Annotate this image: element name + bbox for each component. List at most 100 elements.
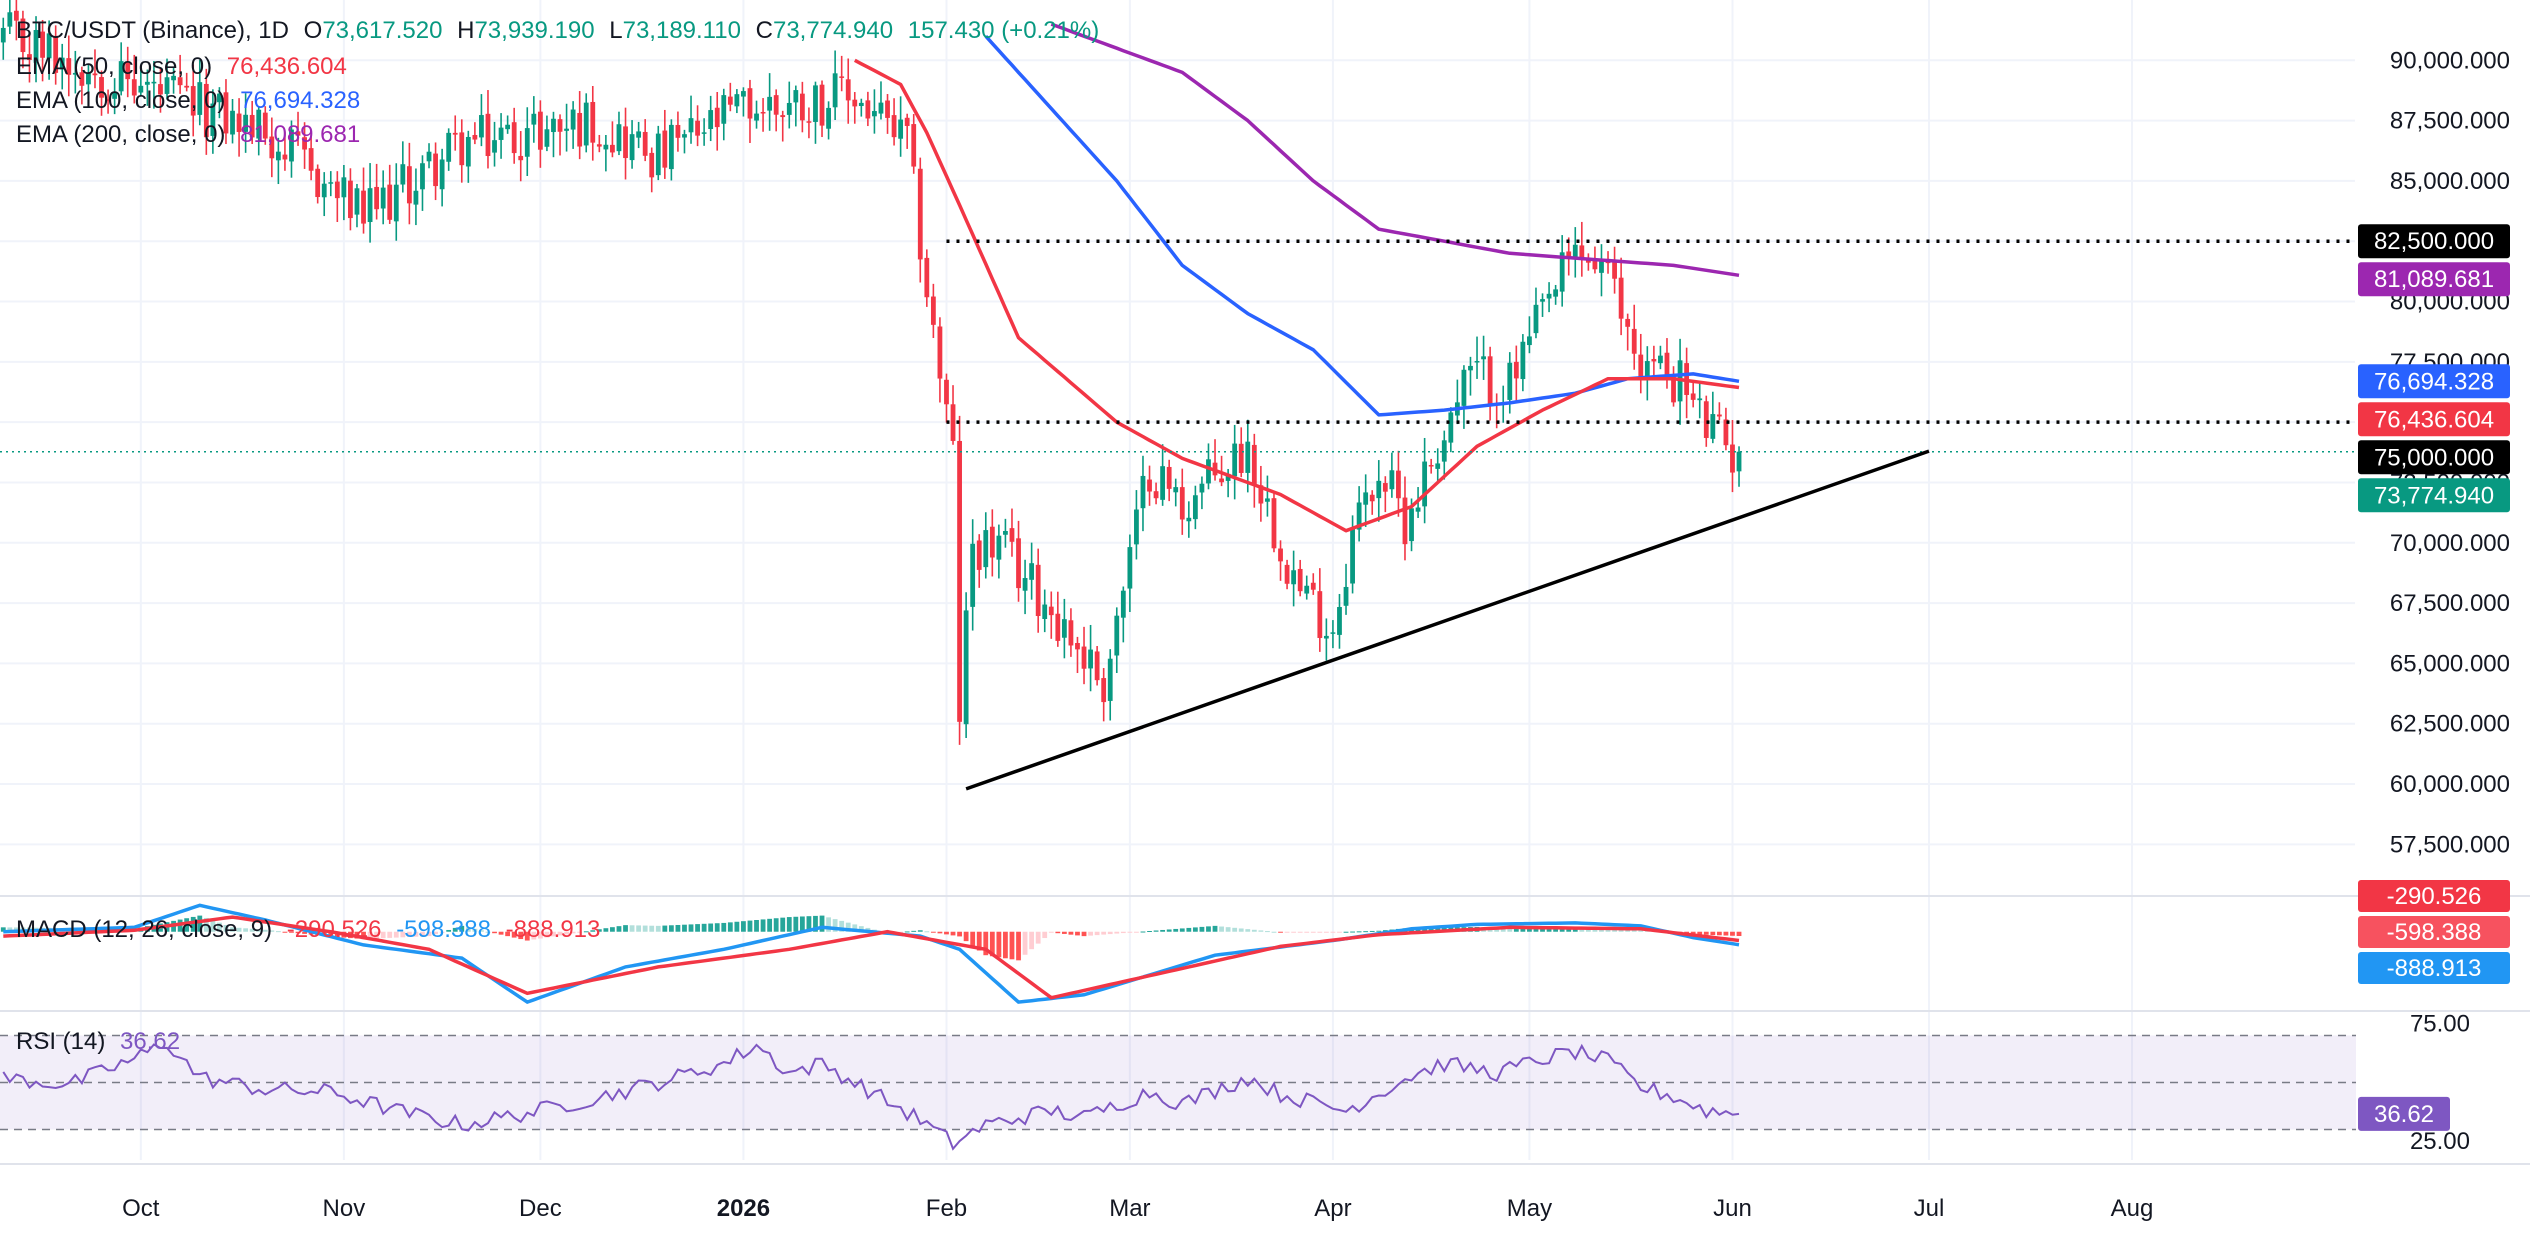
macd-histogram-bar: [944, 931, 949, 935]
macd-histogram-bar: [243, 928, 249, 932]
candle-body: [361, 190, 366, 224]
candle-body: [629, 134, 635, 161]
macd-histogram-bar: [1251, 929, 1257, 932]
candle-body: [420, 163, 425, 190]
macd-histogram-bar: [1206, 926, 1211, 932]
price-badge-label: 75,000.000: [2374, 444, 2494, 471]
candle-body: [1468, 365, 1473, 371]
candle-body: [1271, 498, 1277, 549]
candle-body: [1251, 444, 1257, 486]
candle-body: [1487, 356, 1493, 404]
candle-body: [125, 61, 131, 80]
candle-body: [1409, 508, 1414, 542]
macd-histogram-bar: [7, 927, 13, 932]
candle-body: [1533, 304, 1539, 334]
candle-body: [1134, 509, 1139, 545]
price-badge: [2358, 262, 2510, 297]
candle-body: [92, 73, 98, 76]
candle-body: [688, 118, 694, 133]
macd-histogram-bar: [1284, 931, 1290, 933]
candle-body: [13, 10, 19, 21]
candle-body: [1520, 341, 1526, 380]
candle-body: [1369, 494, 1375, 502]
candle-body: [505, 124, 511, 130]
candle-body: [446, 132, 452, 162]
candle-body: [590, 101, 596, 143]
macd-histogram-bar: [727, 922, 733, 932]
candle-body: [289, 129, 294, 162]
macd-histogram-bar: [479, 930, 484, 932]
time-axis: Oct Nov Dec 2026 Feb Mar Apr May Jun Jul Aug: [122, 1195, 2153, 1222]
candle-body: [210, 103, 216, 136]
candle-body: [1703, 401, 1709, 438]
candle-body: [1736, 451, 1742, 472]
macd-histogram-bar: [1710, 931, 1716, 936]
candle-body: [459, 132, 465, 166]
macd-histogram-bar: [1081, 931, 1087, 937]
candle-body: [1278, 548, 1283, 562]
macd-histogram-bar: [1166, 929, 1172, 932]
candle-body: [1448, 412, 1454, 443]
macd-histogram-bar: [1527, 927, 1532, 932]
rsi-tick-label: 75.00: [2410, 1011, 2470, 1038]
price-badge-label: 73,774.940: [2374, 482, 2494, 509]
candle-body: [1592, 260, 1598, 270]
macd-histogram-bar: [282, 931, 288, 933]
candle-body: [1323, 635, 1329, 639]
macd-histogram-bar: [1533, 927, 1539, 932]
candle-body: [243, 114, 249, 132]
candle-body: [59, 57, 65, 70]
macd-histogram-bar: [839, 920, 845, 932]
macd-histogram-bar: [1088, 931, 1093, 936]
candle-body: [1297, 568, 1303, 592]
ema50-legend: EMA (50, close, 0) 76,436.604: [16, 50, 355, 84]
candle-body: [1658, 355, 1663, 364]
time-tick-label: Jul: [1914, 1195, 1945, 1222]
macd-histogram-bar: [1540, 927, 1545, 932]
candle-body: [1382, 483, 1388, 492]
macd-histogram-bar: [963, 931, 969, 942]
macd-histogram-bar: [223, 924, 229, 932]
macd-histogram-bar: [629, 925, 635, 932]
candle-body: [256, 109, 262, 139]
candle-body: [1631, 328, 1637, 354]
macd-histogram-bar: [799, 916, 805, 932]
macd-histogram-bar: [1114, 931, 1120, 934]
candle-body: [655, 133, 661, 176]
macd-histogram-bar: [950, 931, 956, 936]
candle-body: [819, 84, 825, 126]
macd-histogram-bar: [1337, 931, 1342, 933]
candle-body: [1245, 441, 1251, 473]
candle-body: [754, 113, 759, 121]
macd-histogram-bar: [400, 931, 406, 938]
candle-body: [190, 86, 196, 116]
macd-histogram-bar: [989, 931, 995, 957]
macd-histogram-bar: [858, 926, 864, 932]
candle-body: [904, 117, 910, 126]
candle-body: [1088, 649, 1093, 669]
macd-histogram-bar: [262, 929, 268, 932]
price-badge-label: 76,436.604: [2374, 406, 2494, 433]
candle-body: [826, 107, 831, 129]
candle-body: [380, 187, 386, 209]
candle-body: [662, 130, 668, 168]
symbol-title: BTC/USDT (Binance), 1D: [16, 17, 289, 44]
macd-histogram-bar: [767, 918, 773, 932]
candle-body: [747, 88, 753, 119]
macd-histogram-bar: [1350, 931, 1355, 933]
candle-body: [727, 96, 733, 105]
ohlc-low: L73,189.110: [609, 17, 741, 44]
macd-histogram-bar: [1179, 928, 1185, 932]
candle-body: [348, 180, 353, 219]
ema100-legend: EMA (100, close, 0) 76,694.328: [16, 84, 368, 118]
candle-body: [996, 535, 1002, 560]
candle-body: [1546, 293, 1552, 299]
candle-body: [151, 81, 157, 84]
candle-body: [721, 95, 727, 124]
macd-histogram-bar: [374, 931, 380, 939]
macd-histogram-bar: [1730, 931, 1735, 936]
macd-histogram-bar: [695, 924, 700, 932]
candle-body: [1559, 252, 1565, 292]
candle-body: [406, 166, 412, 204]
candle-body: [1265, 498, 1270, 502]
